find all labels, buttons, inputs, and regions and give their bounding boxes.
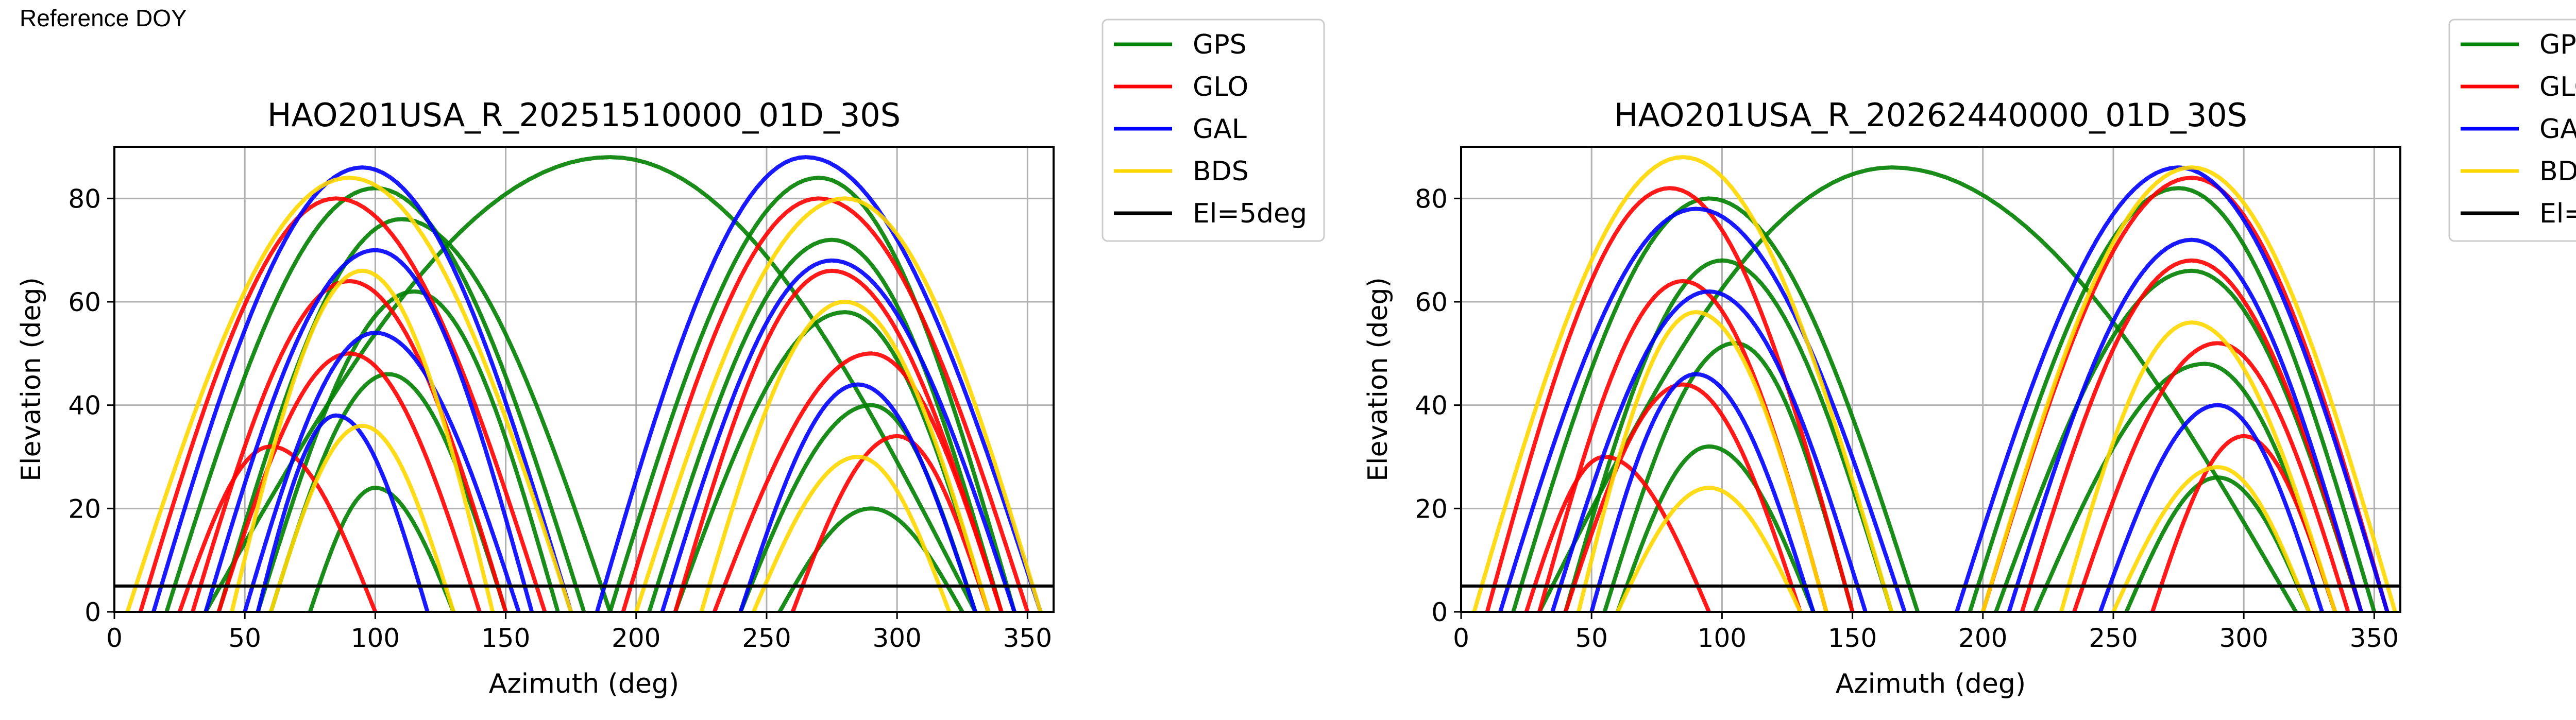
arc-gal [1955, 165, 2389, 612]
y-tick-label: 40 [1415, 391, 1448, 421]
arc-gal [204, 248, 534, 612]
y-tick-label: 20 [1415, 494, 1448, 524]
arc-bds [1615, 486, 1803, 612]
reference-doy-label: Reference DOY [20, 5, 187, 31]
y-tick-label: 60 [1415, 287, 1448, 317]
x-tick-label: 150 [481, 623, 530, 653]
arcs-layer [125, 155, 1043, 612]
legend-label-gal: GAL [2539, 114, 2576, 145]
arc-gps [1563, 258, 1894, 612]
arc-glo [1485, 186, 1855, 612]
y-axis-label: Elevation (deg) [16, 277, 47, 482]
chart-title: HAO201USA_R_20251510000_01D_30S [267, 96, 901, 134]
arc-glo [177, 444, 378, 612]
arc-gal [1498, 207, 1907, 612]
arc-bds [699, 299, 991, 612]
legend-label-bds: BDS [1193, 156, 1249, 187]
plot-frame [113, 146, 1055, 613]
arc-glo [673, 268, 1004, 612]
x-tick-label: 0 [106, 623, 123, 653]
arc-gps [608, 176, 1016, 612]
legend-label-gal: GAL [1193, 114, 1247, 145]
arc-glo [1563, 382, 1803, 612]
arc-gps [2124, 475, 2311, 612]
y-tick-label: 40 [68, 391, 101, 421]
legend-label-bds: BDS [2539, 156, 2576, 187]
legend-label-glo: GLO [1193, 72, 1248, 102]
arc-gal [660, 258, 1016, 612]
arc-gal [1550, 289, 1868, 612]
arc-glo [2150, 434, 2337, 612]
x-tick-label: 150 [1828, 623, 1877, 653]
arc-gps [308, 486, 456, 612]
arc-bds [125, 176, 573, 612]
arc-glo [2072, 341, 2350, 612]
arc-gps [256, 289, 560, 612]
arc-glo [2020, 258, 2363, 612]
x-tick-label: 350 [1003, 623, 1052, 653]
arc-bds [1980, 165, 2397, 612]
arc-gps [216, 217, 613, 612]
x-tick-label: 300 [872, 623, 921, 653]
x-axis-label: Azimuth (deg) [489, 668, 679, 699]
arc-gps [1968, 186, 2377, 612]
arc-bds [229, 268, 495, 612]
legend-label-el-5deg: El=5deg [1193, 198, 1307, 229]
y-axis-label: Elevation (deg) [1363, 277, 1394, 482]
x-tick-label: 50 [228, 623, 261, 653]
arc-gps [1615, 444, 1816, 612]
plot-frame [1460, 146, 2401, 613]
x-tick-label: 300 [2219, 623, 2268, 653]
x-axis-label: Azimuth (deg) [1836, 668, 2026, 699]
x-tick-label: 200 [612, 623, 660, 653]
arc-gps [777, 506, 964, 612]
y-tick-label: 0 [1431, 597, 1448, 627]
arc-gps [164, 186, 586, 612]
x-tick-label: 100 [351, 623, 400, 653]
arc-gal [738, 382, 978, 612]
arcs-layer [1472, 155, 2397, 612]
x-tick-label: 0 [1453, 623, 1469, 653]
arc-glo [712, 351, 1004, 612]
arc-gal [256, 413, 430, 612]
legend-label-glo: GLO [2539, 72, 2576, 102]
x-tick-label: 350 [2350, 623, 2399, 653]
y-tick-label: 0 [84, 597, 101, 627]
skyplot-chart-2: 0 50 100 150 200 250 300 350 0 20 40 60 80 HAO201USA_… [1363, 19, 2576, 699]
arc-glo [190, 279, 508, 612]
x-tick-label: 200 [1958, 623, 2007, 653]
arc-gps [647, 237, 1004, 612]
arc-bds [2059, 320, 2337, 612]
arc-gal [2098, 403, 2325, 612]
skyplot-chart-1: 0 50 100 150 200 250 300 350 0 20 40 60 80 HAO201USA_… [16, 19, 1325, 699]
y-tick-label: 80 [1415, 184, 1448, 214]
x-tick-label: 50 [1575, 623, 1608, 653]
arc-gal [243, 331, 521, 612]
arc-gps [1511, 196, 1920, 612]
chart-title: HAO201USA_R_20262440000_01D_30S [1614, 96, 2247, 134]
arc-bds [268, 423, 456, 612]
arc-bds [2111, 465, 2311, 612]
arc-glo [138, 196, 547, 612]
arc-gal [595, 155, 1043, 612]
legend-box [1101, 19, 1325, 242]
y-tick-label: 80 [68, 184, 101, 214]
arc-gal [1589, 372, 1816, 612]
arc-bds [634, 196, 1043, 612]
y-tick-label: 60 [68, 287, 101, 317]
legend-label-gps: GPS [2539, 29, 2576, 60]
x-tick-label: 100 [1698, 623, 1747, 653]
arc-bds [1472, 155, 1894, 612]
arc-glo [621, 196, 1030, 612]
x-tick-label: 250 [2089, 623, 2138, 653]
arc-gal [151, 165, 573, 612]
x-tick-label: 250 [742, 623, 791, 653]
arc-bds [751, 454, 952, 612]
y-tick-label: 20 [68, 494, 101, 524]
legend-label-gps: GPS [1193, 29, 1247, 60]
legend-label-el-5deg: El=5deg [2539, 198, 2576, 229]
arc-glo [790, 434, 991, 612]
arc-gal [2007, 237, 2363, 612]
arc-bds [1576, 310, 1828, 612]
